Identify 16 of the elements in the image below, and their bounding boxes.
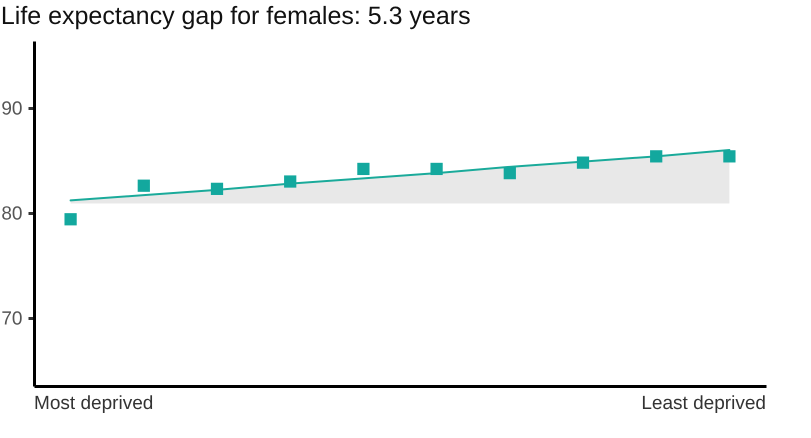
point [430,162,443,176]
point [723,150,736,162]
point [64,213,77,226]
point [284,175,296,188]
y-tick-label: 90 [1,98,22,120]
point [504,167,516,180]
point [138,180,150,192]
point [357,162,370,176]
point [576,156,590,169]
chart-title: Life expectancy gap for females: 5.3 years [0,2,471,30]
y-tick-label: 80 [1,203,22,224]
point [650,150,662,162]
text: Most deprived [34,393,154,414]
y-tick-label: 70 [1,308,22,330]
point [210,182,224,195]
text: Least deprived [641,393,766,414]
